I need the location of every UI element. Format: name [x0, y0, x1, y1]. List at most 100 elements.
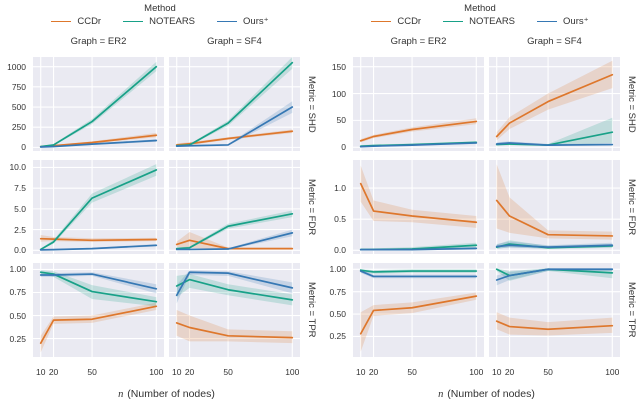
x-tick-label: 100	[605, 367, 620, 377]
column-title-sf4: Graph = SF4	[207, 36, 262, 47]
ours-line-swatch	[217, 21, 238, 22]
plot-right-shd-sf4	[489, 57, 620, 151]
x-tick-label: 100	[149, 367, 164, 377]
column-title-sf4: Graph = SF4	[527, 36, 582, 47]
plot-right-shd-er2	[353, 57, 484, 151]
ccdr-line-swatch	[51, 21, 72, 22]
y-tick-label: 750	[11, 81, 26, 92]
legend-items: CCDr NOTEARS Ours⁺	[0, 16, 320, 27]
ccdr-line-swatch	[371, 21, 392, 22]
legend-label: Ours⁺	[563, 16, 589, 27]
x-tick-label: 50	[407, 367, 417, 377]
x-axis-ticks: 10 20 50 100	[33, 366, 164, 379]
y-tick-label: 50	[336, 115, 346, 126]
x-axis-ticks: 10 20 50 100	[353, 366, 484, 379]
y-axis-ticks-fdr: 0.0 0.5 1.0	[321, 160, 348, 256]
y-tick-label: 1000	[7, 61, 26, 72]
x-axis-label-text: (Number of nodes)	[124, 388, 215, 400]
x-axis-variable: n	[438, 389, 444, 400]
legend-label: CCDr	[77, 16, 102, 27]
x-axis-ticks: 10 20 50 100	[489, 366, 620, 379]
x-tick-label: 50	[87, 367, 97, 377]
y-tick-label: 0.75	[329, 286, 346, 297]
legend-entry-notears: NOTEARS	[123, 16, 195, 27]
x-tick-label: 10	[35, 367, 46, 377]
x-axis-label: n (Number of nodes)	[353, 388, 620, 400]
x-tick-label: 10	[171, 367, 182, 377]
y-axis-ticks-tpr: 0.25 0.50 0.75 1.00	[321, 263, 348, 357]
plot-left-shd-sf4	[169, 57, 300, 151]
plot-left-fdr-er2	[33, 160, 164, 254]
y-tick-label: 0.50	[329, 309, 346, 320]
y-tick-label: 0.5	[334, 214, 346, 225]
x-tick-label: 20	[504, 367, 515, 377]
legend-items: CCDr NOTEARS Ours⁺	[320, 16, 640, 27]
legend-entry-ours: Ours⁺	[217, 16, 269, 27]
legend-entry-notears: NOTEARS	[443, 16, 515, 27]
y-tick-label: 500	[11, 102, 26, 113]
y-tick-label: 1.0	[334, 183, 346, 193]
plot-right-tpr-sf4	[489, 263, 620, 357]
legend-entry-ccdr: CCDr	[51, 16, 101, 27]
x-tick-label: 50	[543, 367, 553, 377]
legend-title: Method	[144, 3, 176, 14]
y-axis-ticks-fdr: 0.0 2.5 5.0 7.5 10.0	[1, 160, 28, 256]
y-tick-label: 2.5	[14, 224, 26, 235]
column-title-er2: Graph = ER2	[70, 36, 127, 47]
legend-label: CCDr	[397, 16, 422, 27]
legend-label: NOTEARS	[469, 16, 516, 27]
y-tick-label: 0	[21, 142, 26, 153]
x-tick-label: 20	[48, 367, 59, 377]
row-title-fdr: Metric = FDR	[306, 178, 317, 236]
row-title-shd: Metric = SHD	[306, 75, 317, 133]
x-tick-label: 50	[223, 367, 233, 377]
x-axis-label-text: (Number of nodes)	[444, 388, 535, 400]
y-tick-label: 1.00	[9, 264, 26, 275]
plot-left-tpr-er2	[33, 263, 164, 357]
legend-title: Method	[464, 3, 496, 14]
y-tick-label: 0.50	[9, 310, 26, 321]
y-tick-label: 0.25	[329, 331, 346, 342]
plot-right-tpr-er2	[353, 263, 484, 357]
y-tick-label: 7.5	[14, 183, 26, 194]
row-title-tpr: Metric = TPR	[306, 282, 317, 338]
x-tick-label: 10	[491, 367, 502, 377]
y-tick-label: 0.0	[334, 245, 346, 256]
panel-group-left: Method CCDr NOTEARS Ours⁺ Graph = ER2 Gr…	[0, 3, 320, 406]
ours-line-swatch	[537, 21, 558, 22]
panel-group-right: Method CCDr NOTEARS Ours⁺ Graph = ER2 Gr…	[320, 0, 640, 406]
legend-label: Ours⁺	[243, 16, 269, 27]
row-title-shd: Metric = SHD	[626, 75, 637, 133]
legend-entry-ours: Ours⁺	[537, 16, 589, 27]
plot-right-fdr-sf4	[489, 160, 620, 254]
y-tick-label: 0.0	[14, 245, 26, 256]
y-axis-ticks-tpr: 0.25 0.50 0.75 1.00	[1, 263, 28, 357]
y-tick-label: 0.25	[9, 333, 26, 344]
y-tick-label: 5.0	[14, 203, 26, 214]
legend: Method CCDr NOTEARS Ours⁺	[0, 3, 320, 33]
x-axis-ticks: 10 20 50 100	[169, 366, 300, 379]
y-tick-label: 10.0	[9, 162, 26, 173]
x-tick-label: 10	[355, 367, 366, 377]
y-tick-label: 150	[331, 61, 346, 72]
legend: Method CCDr NOTEARS Ours⁺	[320, 3, 640, 33]
x-axis-variable: n	[118, 389, 124, 400]
x-tick-label: 100	[285, 367, 300, 377]
row-title-tpr: Metric = TPR	[626, 282, 637, 338]
row-title-fdr: Metric = FDR	[626, 178, 637, 236]
plot-left-fdr-sf4	[169, 160, 300, 254]
facet-grid: Graph = ER2 Graph = SF4 0 50 100 150 Metric…	[320, 33, 640, 406]
facet-grid: Graph = ER2 Graph = SF4 0 250 500 750 1000 M…	[0, 33, 320, 406]
y-axis-ticks-shd: 0 50 100 150	[321, 57, 348, 153]
plot-right-fdr-er2	[353, 160, 484, 254]
column-title-er2: Graph = ER2	[390, 36, 447, 47]
notears-line-swatch	[123, 21, 144, 22]
x-tick-label: 20	[368, 367, 379, 377]
y-tick-label: 250	[11, 122, 26, 133]
y-tick-label: 0	[341, 142, 346, 153]
x-tick-label: 100	[469, 367, 484, 377]
legend-label: NOTEARS	[149, 16, 196, 27]
plot-left-tpr-sf4	[169, 263, 300, 357]
legend-entry-ccdr: CCDr	[371, 16, 421, 27]
